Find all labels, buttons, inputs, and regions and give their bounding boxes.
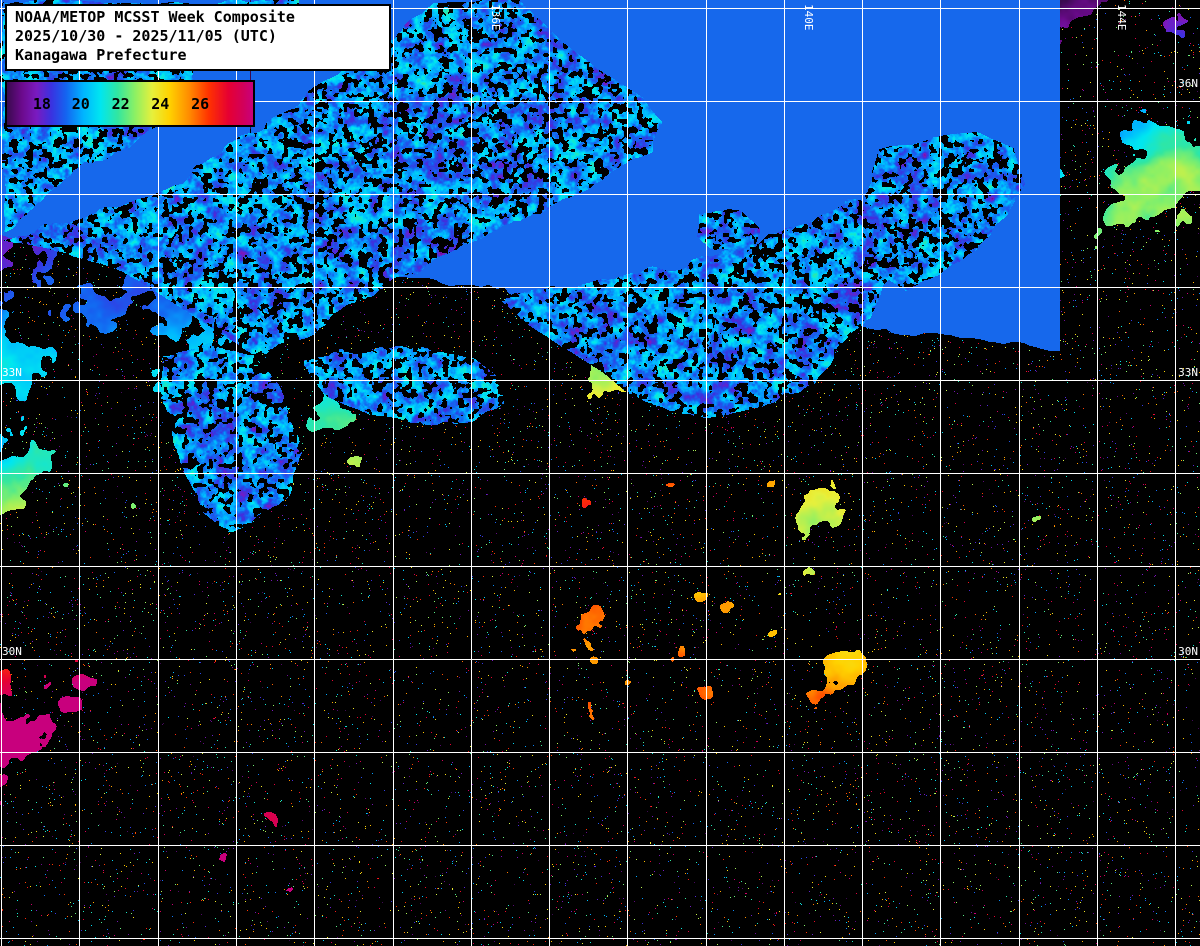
temperature-colorbar: 18 20 22 24 26 [5,80,255,127]
title-line-region: Kanagawa Prefecture [15,46,187,64]
colorbar-tick-26: 26 [191,94,210,113]
lat-label-33N-right: 33N [1178,366,1198,379]
colorbar-tick-22: 22 [111,94,130,113]
title-line-period: 2025/10/30 - 2025/11/05 (UTC) [15,27,277,45]
lon-label-140E: 140E [802,4,815,31]
lat-label-30N-left: 30N [2,645,22,658]
lon-label-136E: 136E [489,4,502,31]
title-line-product: NOAA/METOP MCSST Week Composite [15,8,295,26]
title-box: NOAA/METOP MCSST Week Composite 2025/10/… [5,4,391,71]
colorbar-tick-20: 20 [71,94,90,113]
lat-label-36N-right: 36N [1178,77,1198,90]
colorbar-tick-labels: 18 20 22 24 26 [7,82,253,125]
lat-label-30N-right: 30N [1178,645,1198,658]
lon-label-144E: 144E [1115,4,1128,31]
colorbar-tick-24: 24 [151,94,170,113]
lat-label-33N-left: 33N [2,366,22,379]
colorbar-gradient [7,82,253,125]
colorbar-tick-18: 18 [32,94,51,113]
